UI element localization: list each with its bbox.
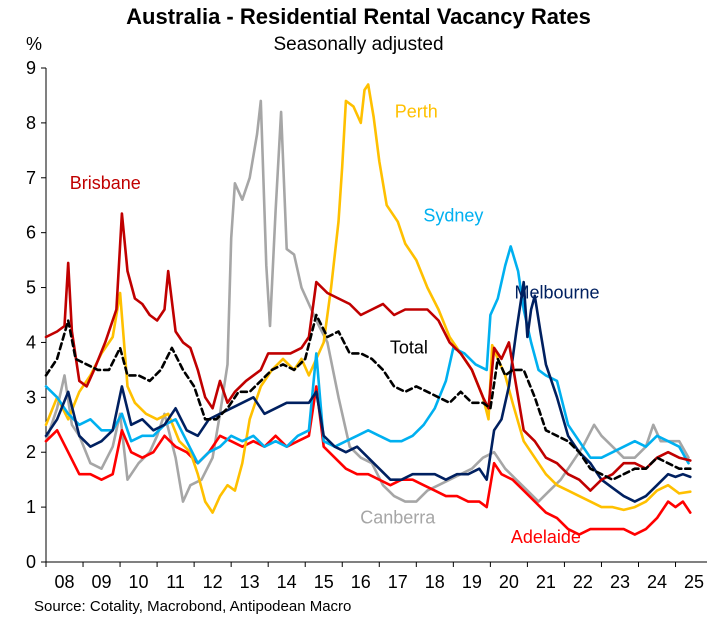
y-tick-label: 9 bbox=[26, 58, 36, 78]
x-tick-label: 20 bbox=[499, 572, 519, 592]
y-tick-label: 7 bbox=[26, 168, 36, 188]
x-tick-label: 10 bbox=[129, 572, 149, 592]
x-ticks: 08 09 10 11 12 13 14 15 16 17 18 19 20 21 22 23 24 25 bbox=[45, 562, 704, 592]
series-line-brisbane bbox=[44, 212, 692, 492]
series-label-total: Total bbox=[390, 337, 428, 357]
series-label-canberra: Canberra bbox=[360, 508, 436, 528]
series-label-brisbane: Brisbane bbox=[70, 173, 141, 193]
x-tick-label: 09 bbox=[92, 572, 112, 592]
x-tick-label: 12 bbox=[203, 572, 223, 592]
series-label-adelaide: Adelaide bbox=[511, 527, 581, 547]
x-tick-label: 16 bbox=[351, 572, 371, 592]
x-tick-label: 17 bbox=[388, 572, 408, 592]
series-label-perth: Perth bbox=[395, 101, 438, 121]
y-tick-label: 3 bbox=[26, 387, 36, 407]
y-tick-label: 5 bbox=[26, 278, 36, 298]
chart-title: Australia - Residential Rental Vacancy R… bbox=[126, 4, 591, 29]
series-lines bbox=[44, 83, 692, 536]
x-tick-label: 18 bbox=[425, 572, 445, 592]
source-note: Source: Cotality, Macrobond, Antipodean … bbox=[34, 598, 352, 615]
x-tick-label: 25 bbox=[684, 572, 704, 592]
series-line-adelaide bbox=[44, 385, 692, 536]
x-tick-label: 23 bbox=[610, 572, 630, 592]
x-tick-label: 14 bbox=[277, 572, 297, 592]
x-tick-label: 08 bbox=[54, 572, 74, 592]
x-tick-label: 15 bbox=[314, 572, 334, 592]
series-labels: Canberra Adelaide Perth Sydney Melbourne Bris… bbox=[70, 101, 600, 546]
y-tick-label: 1 bbox=[26, 497, 36, 517]
chart-subtitle: Seasonally adjusted bbox=[273, 34, 444, 55]
series-line-melbourne bbox=[44, 280, 692, 503]
series-line-total bbox=[44, 313, 692, 481]
y-tick-label: 4 bbox=[26, 332, 36, 352]
x-tick-label: 11 bbox=[166, 572, 185, 592]
x-tick-label: 22 bbox=[573, 572, 593, 592]
y-ticks: 0 1 2 3 4 5 6 7 8 9 bbox=[26, 58, 46, 572]
x-tick-label: 19 bbox=[462, 572, 482, 592]
series-line-canberra bbox=[44, 99, 690, 503]
series-line-sydney bbox=[44, 245, 690, 465]
y-tick-label: 2 bbox=[26, 442, 36, 462]
x-tick-label: 21 bbox=[536, 572, 556, 592]
y-tick-label: 6 bbox=[26, 223, 36, 243]
y-unit-label: % bbox=[26, 34, 42, 54]
y-tick-label: 8 bbox=[26, 113, 36, 133]
series-label-melbourne: Melbourne bbox=[514, 283, 599, 303]
series-label-sydney: Sydney bbox=[423, 206, 483, 226]
y-tick-label: 0 bbox=[26, 552, 36, 572]
series-line-perth bbox=[44, 83, 692, 514]
x-tick-label: 13 bbox=[240, 572, 260, 592]
x-tick-label: 24 bbox=[647, 572, 667, 592]
